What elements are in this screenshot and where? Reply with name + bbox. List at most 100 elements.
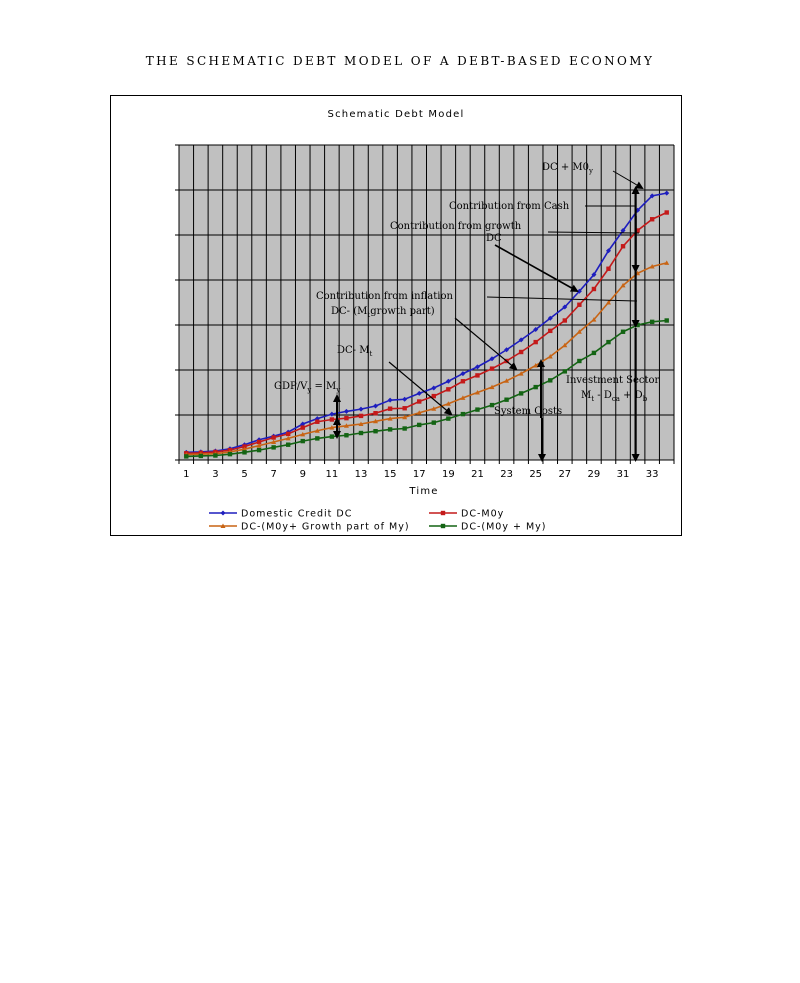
chart-title: Schematic Debt Model — [328, 109, 465, 120]
data-point — [475, 407, 480, 412]
data-point — [489, 402, 495, 408]
data-point — [402, 396, 408, 402]
data-point — [373, 418, 379, 424]
data-point — [300, 421, 306, 427]
x-tick-label: 21 — [471, 469, 484, 480]
data-point — [489, 384, 495, 390]
arrow-dc-m0y — [612, 170, 644, 190]
data-point — [577, 302, 582, 307]
data-point — [620, 329, 626, 334]
data-point — [256, 447, 262, 453]
annotation-dc-m0y: DC + M0y — [542, 162, 593, 175]
data-point — [417, 399, 422, 404]
data-point — [620, 244, 626, 249]
data-point — [285, 442, 291, 447]
annotation-inflation-dc: DC- (Mtgrowth part) — [331, 306, 435, 319]
data-point — [576, 329, 582, 334]
data-point — [387, 397, 393, 403]
data-point — [220, 523, 226, 528]
data-point — [256, 439, 262, 445]
data-point — [358, 406, 364, 412]
x-tick-label: 9 — [300, 469, 306, 480]
data-point — [329, 425, 335, 430]
data-point — [446, 416, 451, 421]
series-line — [186, 192, 667, 454]
data-point — [220, 510, 226, 516]
data-point — [402, 414, 408, 420]
data-point — [606, 339, 611, 345]
legend-label: DC-M0y — [461, 509, 504, 520]
series-1 — [183, 190, 670, 455]
data-point — [649, 319, 655, 325]
series-2 — [184, 210, 669, 456]
series-line — [186, 319, 667, 458]
data-point — [300, 431, 306, 437]
data-point — [387, 427, 393, 432]
data-point — [489, 366, 495, 371]
x-tick-label: 11 — [326, 469, 339, 480]
series-layer — [183, 190, 670, 459]
data-point — [242, 450, 247, 455]
data-point — [344, 415, 349, 421]
x-tick-label: 19 — [442, 469, 455, 480]
data-point — [664, 190, 670, 196]
chart-legend: Domestic Credit DC DC-M0y DC-(M0y+ Growth … — [209, 509, 545, 533]
annotations: DC + M0y Contribution from Cash Contributi… — [274, 162, 660, 462]
data-point — [533, 339, 538, 345]
x-tick-label: 23 — [500, 469, 513, 480]
data-point — [591, 350, 597, 356]
x-axis-label: Time — [408, 486, 438, 497]
data-point — [591, 272, 597, 278]
annotation-gdp: GDP/Vy = My — [274, 381, 340, 394]
data-point — [440, 523, 446, 529]
x-tick-label: 31 — [617, 469, 630, 480]
axes: 1 3 5 7 9 11 13 15 17 19 21 23 25 27 29 31 33 — [175, 144, 675, 480]
x-tick-label: 3 — [212, 469, 218, 480]
data-point — [343, 408, 349, 414]
series-line — [186, 211, 668, 455]
data-point — [562, 369, 568, 374]
data-point — [504, 378, 510, 383]
data-point — [562, 318, 568, 323]
annotation-investment-formula: Mt - Dca + Db — [581, 390, 648, 403]
data-point — [285, 435, 291, 441]
data-point — [489, 356, 495, 362]
data-point — [460, 411, 466, 417]
data-point — [315, 436, 320, 441]
data-point — [548, 378, 553, 383]
data-point — [577, 358, 582, 364]
legend-item: DC-M0y — [429, 509, 504, 520]
annotation-inflation: Contribution from inflation — [316, 291, 453, 302]
data-point — [649, 193, 655, 199]
data-point — [460, 395, 466, 400]
x-tick-label: 29 — [588, 469, 601, 480]
data-point — [373, 411, 378, 416]
data-point — [518, 391, 524, 396]
data-point — [358, 430, 364, 436]
data-point — [533, 384, 538, 390]
data-point — [591, 286, 597, 292]
data-point — [533, 363, 539, 368]
data-point — [343, 423, 349, 428]
data-point — [475, 373, 480, 378]
leader-growth — [547, 231, 640, 234]
data-point — [562, 304, 568, 310]
arrow-growth — [494, 244, 579, 292]
leader-inflation — [486, 296, 638, 302]
data-point — [256, 443, 262, 448]
data-point — [440, 510, 446, 516]
data-point — [271, 435, 276, 440]
data-point — [518, 349, 524, 355]
data-point — [271, 439, 277, 444]
annotation-growth: Contribution from growth — [390, 221, 522, 232]
data-point — [300, 425, 305, 430]
data-point — [285, 431, 291, 437]
data-point — [300, 438, 305, 444]
legend-label: Domestic Credit DC — [241, 509, 352, 520]
x-tick-label: 1 — [183, 469, 189, 480]
data-point — [562, 342, 568, 348]
data-point — [649, 217, 655, 222]
annotation-growth-dc: DC — [486, 233, 502, 244]
data-point — [242, 444, 247, 449]
x-tick-label: 13 — [355, 469, 368, 480]
